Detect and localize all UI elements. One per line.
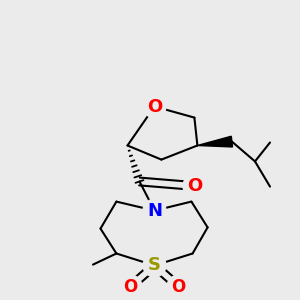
Text: O: O bbox=[123, 278, 138, 296]
Text: O: O bbox=[147, 98, 162, 116]
Text: S: S bbox=[148, 256, 161, 274]
Text: O: O bbox=[187, 177, 202, 195]
Text: O: O bbox=[171, 278, 186, 296]
Circle shape bbox=[183, 175, 206, 197]
Text: N: N bbox=[147, 202, 162, 220]
Polygon shape bbox=[197, 136, 232, 147]
Circle shape bbox=[119, 275, 142, 298]
Circle shape bbox=[167, 275, 190, 298]
Circle shape bbox=[143, 254, 166, 277]
Circle shape bbox=[143, 95, 166, 118]
Circle shape bbox=[143, 199, 166, 222]
